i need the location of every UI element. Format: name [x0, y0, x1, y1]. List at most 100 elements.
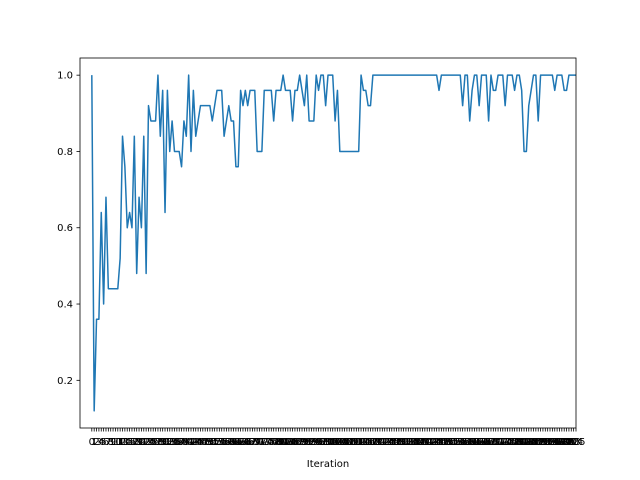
- x-tick-label: 38: [175, 437, 188, 448]
- x-tick-label: 160: [460, 437, 479, 448]
- x-tick-label: 118: [361, 437, 380, 448]
- x-tick-label: 143: [420, 437, 439, 448]
- x-tick-label: 36: [170, 437, 183, 448]
- x-tick-label: 123: [373, 437, 392, 448]
- x-tick-label: 191: [533, 437, 552, 448]
- x-tick-label: 93: [305, 437, 318, 448]
- x-tick-label: 72: [255, 437, 268, 448]
- x-tick-label: 187: [524, 437, 543, 448]
- x-tick-label: 104: [328, 437, 347, 448]
- x-tick-label: 194: [540, 437, 559, 448]
- x-tick-label: 150: [437, 437, 456, 448]
- x-tick-label: 107: [335, 437, 354, 448]
- x-tick-label: 51: [206, 437, 219, 448]
- x-tick-label: 21: [135, 437, 148, 448]
- x-tick-label: 186: [522, 437, 541, 448]
- x-tick-label: 174: [493, 437, 512, 448]
- x-tick-label: 54: [213, 437, 226, 448]
- x-tick-label: 77: [267, 437, 280, 448]
- x-tick-label: 190: [531, 437, 550, 448]
- x-tick-label: 146: [427, 437, 446, 448]
- x-tick-label: 200: [555, 437, 574, 448]
- x-tick-label: 124: [375, 437, 394, 448]
- x-tick-label: 108: [337, 437, 356, 448]
- x-tick-label: 2: [93, 437, 99, 448]
- y-tick-label: 0.2: [57, 376, 73, 387]
- x-tick-label: 4: [98, 437, 104, 448]
- x-tick-label: 197: [548, 437, 567, 448]
- x-tick-label: 5: [100, 437, 106, 448]
- x-tick-label: 24: [142, 437, 155, 448]
- x-tick-label: 165: [472, 437, 491, 448]
- y-axis: 0.2 0.4 0.6 0.8 1.0: [57, 71, 80, 387]
- x-tick-label: 27: [149, 437, 162, 448]
- x-tick-label: 62: [232, 437, 245, 448]
- x-tick-label: 96: [312, 437, 325, 448]
- y-tick-label: 0.6: [57, 223, 73, 234]
- x-tick-label: 180: [507, 437, 526, 448]
- x-tick-label: 68: [246, 437, 259, 448]
- x-tick-label: 87: [291, 437, 304, 448]
- x-tick-label: 125: [378, 437, 397, 448]
- x-tick-label: 22: [137, 437, 150, 448]
- x-axis-label: Iteration: [307, 459, 349, 470]
- x-tick-label: 139: [411, 437, 430, 448]
- x-tick-label: 142: [418, 437, 437, 448]
- x-tick-label: 141: [415, 437, 434, 448]
- x-tick-label: 29: [154, 437, 167, 448]
- x-tick-label: 182: [512, 437, 531, 448]
- x-tick-label: 138: [408, 437, 427, 448]
- x-tick-label: 185: [519, 437, 538, 448]
- x-tick-label: 18: [128, 437, 141, 448]
- x-tick-label: 0: [89, 437, 95, 448]
- x-tick-label: 155: [448, 437, 467, 448]
- x-tick-label: 128: [385, 437, 404, 448]
- x-tick-label: 49: [201, 437, 214, 448]
- x-tick-label: 67: [244, 437, 257, 448]
- x-tick-label: 91: [300, 437, 313, 448]
- x-tick-label: 11: [111, 437, 124, 448]
- x-tick-label: 135: [401, 437, 420, 448]
- x-tick-label: 203: [562, 437, 581, 448]
- x-tick-label: 81: [277, 437, 290, 448]
- x-tick-label: 111: [344, 437, 363, 448]
- x-tick-label: 195: [543, 437, 562, 448]
- x-tick-label: 140: [413, 437, 432, 448]
- x-tick-label: 102: [323, 437, 342, 448]
- x-tick-label: 189: [529, 437, 548, 448]
- x-tick-label: 179: [505, 437, 524, 448]
- x-tick-label: 23: [140, 437, 153, 448]
- x-tick-label: 170: [484, 437, 503, 448]
- x-tick-label: 101: [321, 437, 340, 448]
- x-tick-label: 82: [279, 437, 292, 448]
- x-tick-label: 168: [479, 437, 498, 448]
- x-tick-label: 158: [455, 437, 474, 448]
- x-tick-label: 178: [503, 437, 522, 448]
- x-tick-label: 204: [564, 437, 583, 448]
- x-tick-label: 28: [152, 437, 165, 448]
- x-tick-label: 122: [370, 437, 389, 448]
- x-tick-label: 61: [230, 437, 243, 448]
- x-tick-label: 57: [220, 437, 233, 448]
- series-line-0: [91, 74, 576, 412]
- x-tick-label: 193: [538, 437, 557, 448]
- x-tick-label: 70: [251, 437, 264, 448]
- x-tick-label: 40: [180, 437, 193, 448]
- x-tick-label: 157: [453, 437, 472, 448]
- x-tick-label: 89: [296, 437, 309, 448]
- x-tick-label: 31: [159, 437, 172, 448]
- x-tick-label: 9: [110, 437, 116, 448]
- x-tick-label: 131: [392, 437, 411, 448]
- x-tick-label: 130: [389, 437, 408, 448]
- x-tick-label: 8: [108, 437, 114, 448]
- x-tick-label: 90: [298, 437, 311, 448]
- x-tick-label: 198: [550, 437, 569, 448]
- x-tick-label: 92: [303, 437, 316, 448]
- x-tick-label: 133: [396, 437, 415, 448]
- x-tick-label: 161: [463, 437, 482, 448]
- plot-area: [80, 58, 576, 428]
- x-tick-label: 184: [517, 437, 536, 448]
- x-tick-label: 137: [406, 437, 425, 448]
- x-tick-label: 59: [225, 437, 238, 448]
